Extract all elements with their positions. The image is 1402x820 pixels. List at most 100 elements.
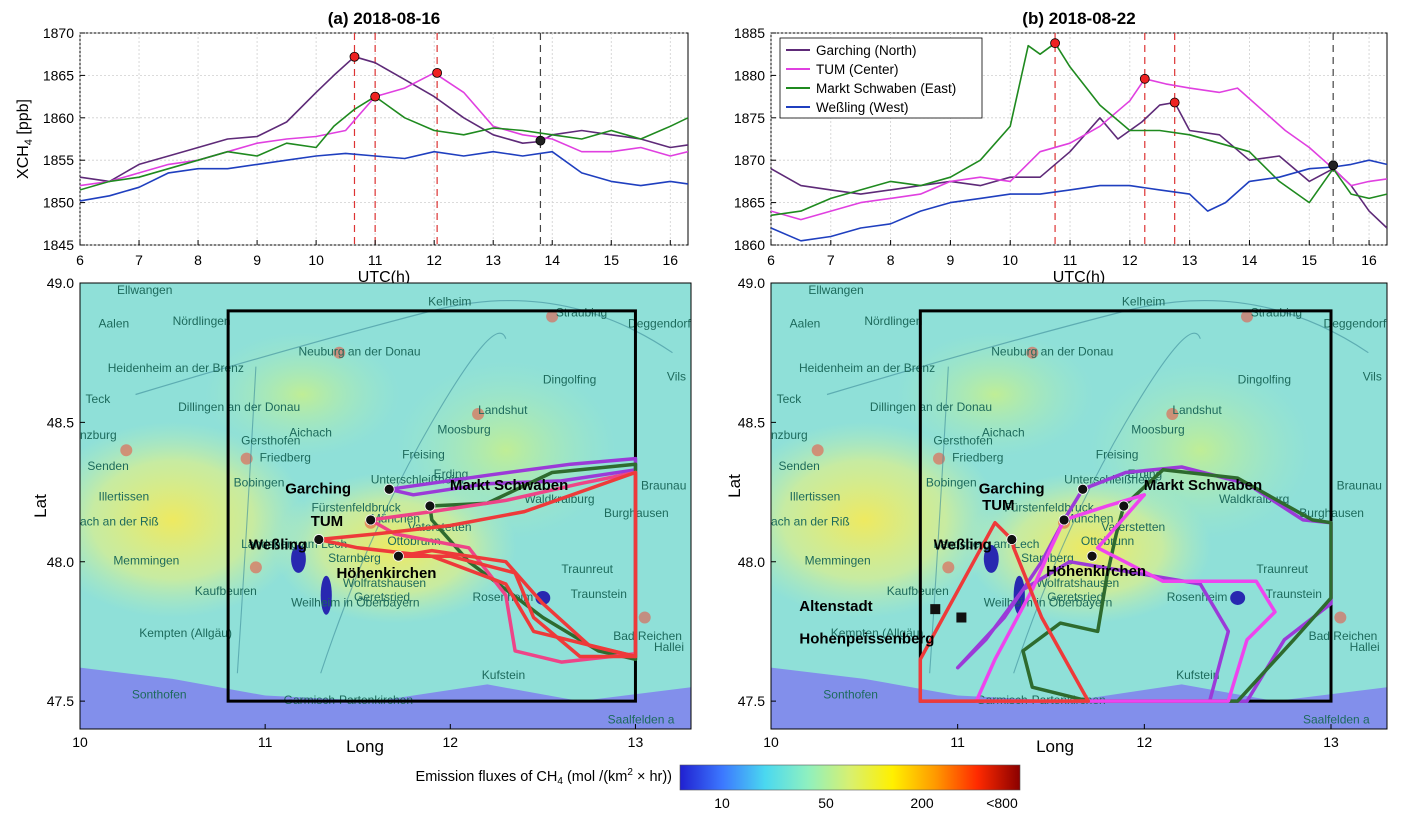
lake — [1230, 591, 1246, 605]
station-label-hoehen: Höhenkirchen — [1046, 563, 1146, 580]
extra-station — [956, 612, 967, 623]
series-line-1 — [80, 72, 688, 187]
town-label: Landshut — [478, 403, 528, 417]
town-label: Kempten (Allgäu) — [831, 626, 924, 640]
legend-label-wessling: Weßling (West) — [816, 100, 909, 115]
chart-a-plot-area — [79, 32, 689, 246]
town-label: Wolfratshausen — [343, 576, 426, 590]
map-y-tick-label: 48.5 — [738, 414, 765, 430]
chart-b: 6 7 8 9 10 11 12 13 14 15 16 1860 1865 1870 1875 1880 18… — [734, 9, 1388, 286]
series-line-0 — [771, 101, 1387, 229]
town-label: ach an der Riß — [771, 515, 850, 529]
town-label: ach an der Riß — [80, 515, 159, 529]
town-label: Straubing — [1251, 305, 1302, 319]
emission-mid-east — [395, 361, 616, 540]
chart-a: 6 7 8 9 10 11 12 13 14 15 16 1845 1850 1855 1860 1865 18… — [15, 9, 689, 286]
station-wessling — [1006, 534, 1018, 545]
town-label: Saalfelden a — [1303, 712, 1370, 726]
extra-station — [930, 604, 941, 615]
station-markt — [424, 500, 436, 512]
town-label: Traunstein — [571, 587, 627, 601]
urban-hotspot — [472, 408, 485, 421]
town-label: Ellwangen — [117, 283, 172, 297]
lake — [320, 575, 332, 615]
town-label: Vils — [667, 370, 686, 384]
x-tick-label: 14 — [1242, 252, 1258, 268]
station-markt — [1118, 500, 1130, 512]
series-line-2 — [771, 42, 1387, 217]
station-garching — [383, 483, 395, 495]
river-isar — [320, 332, 507, 674]
urban-hotspot — [1334, 611, 1347, 624]
town-label: Dingolfing — [543, 372, 596, 386]
river-lech — [236, 366, 257, 674]
extra-station-label: Altenstadt — [799, 598, 872, 615]
legend-label-markt: Markt Schwaben (East) — [816, 81, 956, 96]
map-y-tick-label: 48.0 — [47, 554, 74, 570]
station-label-tum: TUM — [982, 497, 1015, 514]
town-label: Ellwangen — [808, 283, 863, 297]
map-a-ticks: 10 11 12 13 47.5 48.0 48.5 49.0 — [47, 275, 644, 750]
town-label: Gersthofen — [933, 434, 992, 448]
town-label: Landshut — [1172, 403, 1222, 417]
town-label: Friedberg — [952, 450, 1003, 464]
footprint-4 — [396, 548, 638, 659]
station-label-garching: Garching — [979, 480, 1045, 497]
colorbar-gradient — [679, 764, 1021, 791]
town-label: Kelheim — [428, 294, 471, 308]
lake — [983, 545, 999, 573]
town-label: Braunau — [1337, 478, 1382, 492]
urban-hotspot — [933, 452, 945, 465]
station-label-wessling: Weßling — [934, 536, 992, 553]
y-tick-label: 1880 — [734, 67, 765, 83]
town-label: Traunreut — [1256, 562, 1308, 576]
town-label: Senden — [87, 459, 128, 473]
station-garching — [1077, 483, 1089, 495]
station-label-markt: Markt Schwaben — [1144, 477, 1262, 494]
x-tick-label: 16 — [663, 252, 679, 268]
town-label: Vils — [1363, 370, 1382, 384]
peak-marker — [1169, 97, 1180, 108]
town-label: Bobingen — [926, 475, 977, 489]
x-tick-label: 9 — [253, 252, 261, 268]
y-tick-label: 1865 — [734, 195, 765, 211]
x-tick-label: 14 — [544, 252, 560, 268]
town-label: Ottobrunn — [387, 534, 440, 548]
x-tick-label: 15 — [603, 252, 619, 268]
town-label: Geretsried — [354, 590, 410, 604]
station-label-tum: TUM — [311, 513, 344, 530]
urban-hotspot — [811, 444, 824, 457]
town-label: Kaufbeuren — [887, 584, 949, 598]
peak-marker — [1139, 73, 1150, 84]
series-line-3 — [80, 150, 688, 202]
town-label: Saalfelden a — [608, 712, 675, 726]
emission-mid-north — [896, 332, 1094, 457]
lake — [291, 545, 306, 573]
urban-hotspot — [1026, 346, 1039, 359]
station-label-hoehen: Höhenkirchen — [336, 565, 436, 582]
town-label: Friedberg — [260, 450, 311, 464]
chart-b-xlabel: UTC(h) — [1053, 269, 1105, 286]
map-y-tick-label: 49.0 — [47, 275, 74, 291]
map-x-tick-label: 13 — [628, 734, 644, 750]
station-tum — [365, 514, 377, 526]
town-label: Kempten (Allgäu) — [139, 626, 232, 640]
town-label: Aalen — [99, 317, 130, 331]
town-label: Bad Reichen — [1309, 629, 1378, 643]
map-a-emission-field — [80, 300, 691, 729]
emission-mid-north — [204, 332, 400, 457]
town-label: Freising — [402, 448, 445, 462]
town-label: Weilheim in Oberbayern — [984, 595, 1113, 609]
town-label: Illertissen — [790, 489, 841, 503]
map-b-ylabel: Lat — [725, 474, 744, 498]
town-label: Aalen — [790, 317, 821, 331]
town-label: Moosburg — [437, 423, 490, 437]
x-tick-label: 15 — [1301, 252, 1317, 268]
y-tick-label: 1860 — [43, 110, 74, 126]
town-label: nzburg — [80, 428, 117, 442]
x-tick-label: 9 — [947, 252, 955, 268]
town-label: Freising — [1096, 448, 1139, 462]
town-label: Deggendorf — [628, 317, 691, 331]
chart-a-markers — [349, 51, 546, 146]
